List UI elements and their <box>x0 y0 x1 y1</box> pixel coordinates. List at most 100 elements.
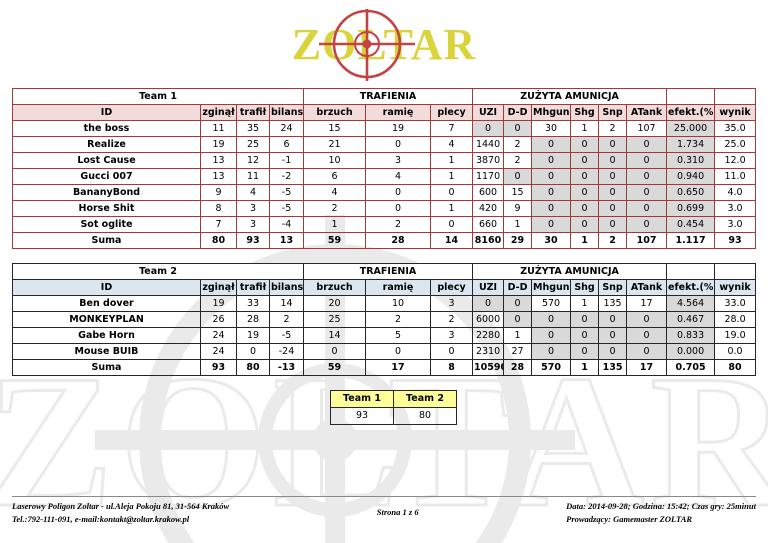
stat-value: 2 <box>503 136 533 153</box>
player-row: BananyBond 9 4 -5 4 0 0 600 15 0 0 0 0 0.650 4.0 <box>12 184 757 201</box>
stat-value: 0 <box>303 343 367 360</box>
column-header: ramię <box>365 279 432 296</box>
stat-value: 0 <box>570 216 600 233</box>
stat-value: 7 <box>200 216 237 233</box>
stat-value: 0 <box>570 168 600 185</box>
stat-value: 3.0 <box>714 200 757 217</box>
player-row: the boss 11 35 24 15 19 7 0 0 30 1 2 107 25.000 35.0 <box>12 120 757 137</box>
stat-value: 570 <box>531 295 572 312</box>
stat-value: 93 <box>200 359 237 376</box>
stat-value: 0 <box>598 168 628 185</box>
stat-value: 0.467 <box>666 311 716 328</box>
stat-value: 0 <box>598 152 628 169</box>
stat-value: 0 <box>365 343 432 360</box>
stat-value: 7 <box>430 120 474 137</box>
column-header: wynik <box>714 104 757 121</box>
stat-value: 2 <box>268 311 305 328</box>
stat-value: 135 <box>598 295 628 312</box>
player-row: Gucci 007 13 11 -2 6 4 1 1170 0 0 0 0 0 0.940 11.0 <box>12 168 757 185</box>
column-header: Mhgun <box>531 279 572 296</box>
stat-value: 0 <box>598 136 628 153</box>
stat-value: -1 <box>268 152 305 169</box>
stat-value: 1 <box>430 152 474 169</box>
crosshair-icon <box>319 9 415 81</box>
column-header: UZI <box>472 279 505 296</box>
stat-value: 93 <box>236 232 270 249</box>
stat-value: 15 <box>503 184 533 201</box>
stat-value: 1 <box>503 216 533 233</box>
match-result-table: Team 1 Team 2 93 80 <box>330 390 457 425</box>
player-name: Realize <box>12 136 201 153</box>
stat-value: 19 <box>200 295 237 312</box>
player-row: Lost Cause 13 12 -1 10 3 1 3870 2 0 0 0 0 0.310 12.0 <box>12 152 757 169</box>
player-name: Ben dover <box>12 295 201 312</box>
stat-value: 0 <box>570 152 600 169</box>
page-number: Strona 1 z 6 <box>376 507 419 518</box>
stat-value: 107 <box>626 232 668 249</box>
stat-value: 0 <box>503 311 533 328</box>
stat-value: 0 <box>503 295 533 312</box>
column-header: bilans <box>268 279 305 296</box>
stat-value: 600 <box>472 184 505 201</box>
stat-value: 33 <box>236 295 270 312</box>
stat-value: 2 <box>598 120 628 137</box>
column-header: brzuch <box>303 279 367 296</box>
summary-score-row: 93 80 <box>330 407 457 425</box>
stat-value: 1 <box>570 120 600 137</box>
stat-value: 0 <box>570 327 600 344</box>
column-header: D-D <box>503 104 533 121</box>
stat-value: 0 <box>598 200 628 217</box>
column-header-row: ID zginął trafił bilans brzuch ramię plecy UZI D… <box>12 104 757 121</box>
stat-value: 19 <box>236 327 270 344</box>
stat-value: 9 <box>200 184 237 201</box>
column-header: trafił <box>236 279 270 296</box>
stat-value: 2 <box>598 232 628 249</box>
stat-value: 660 <box>472 216 505 233</box>
stat-value: 3 <box>236 216 270 233</box>
stat-value: 0 <box>626 136 668 153</box>
summary-team1-score: 93 <box>330 407 394 425</box>
player-row: Sot oglite 7 3 -4 1 2 0 660 1 0 0 0 0 0.454 3.0 <box>12 216 757 233</box>
stat-value: 0 <box>570 311 600 328</box>
stat-value: 0.650 <box>666 184 716 201</box>
stat-value: 0 <box>626 152 668 169</box>
stat-value: 0 <box>430 184 474 201</box>
team-group-header: Team 2 <box>11 263 305 280</box>
stat-value: 25 <box>303 311 367 328</box>
stat-value: 8 <box>430 359 474 376</box>
stat-value: 0 <box>626 184 668 201</box>
ammo-group-header: ZUŻYTA AMUNICJA <box>472 88 668 105</box>
stat-value: 6000 <box>472 311 505 328</box>
player-name: Horse Shit <box>12 200 201 217</box>
player-row: MONKEYPLAN 26 28 2 25 2 2 6000 0 0 0 0 0 0.467 28.0 <box>12 311 757 328</box>
stat-value: 0 <box>598 327 628 344</box>
stat-value: 28 <box>236 311 270 328</box>
stat-value: 14 <box>303 327 367 344</box>
stat-value: 24 <box>200 327 237 344</box>
stat-value: 4 <box>430 136 474 153</box>
stat-value: 3 <box>365 152 432 169</box>
stat-value: 30 <box>531 232 572 249</box>
stat-value: 0 <box>598 216 628 233</box>
stat-value: 59 <box>303 359 367 376</box>
stat-value: 0 <box>570 343 600 360</box>
stat-value: 4 <box>303 184 367 201</box>
column-header: Shg <box>570 279 600 296</box>
stat-value: 5 <box>365 327 432 344</box>
column-header: brzuch <box>303 104 367 121</box>
stat-value: 1 <box>503 327 533 344</box>
stat-value: 28 <box>503 359 533 376</box>
stat-value: 19.0 <box>714 327 757 344</box>
player-row: Gabe Horn 24 19 -5 14 5 3 2280 1 0 0 0 0 0.833 19.0 <box>12 327 757 344</box>
stat-value: 0 <box>531 311 572 328</box>
stat-value: 25 <box>236 136 270 153</box>
stat-value: 0 <box>626 168 668 185</box>
stat-value: 4 <box>236 184 270 201</box>
stat-value: 3 <box>430 295 474 312</box>
stat-value: 24 <box>268 120 305 137</box>
stat-value: 3 <box>430 327 474 344</box>
stat-value: 0.0 <box>714 343 757 360</box>
stat-value: 17 <box>626 295 668 312</box>
stat-value: 135 <box>598 359 628 376</box>
stat-value: 0.705 <box>666 359 716 376</box>
